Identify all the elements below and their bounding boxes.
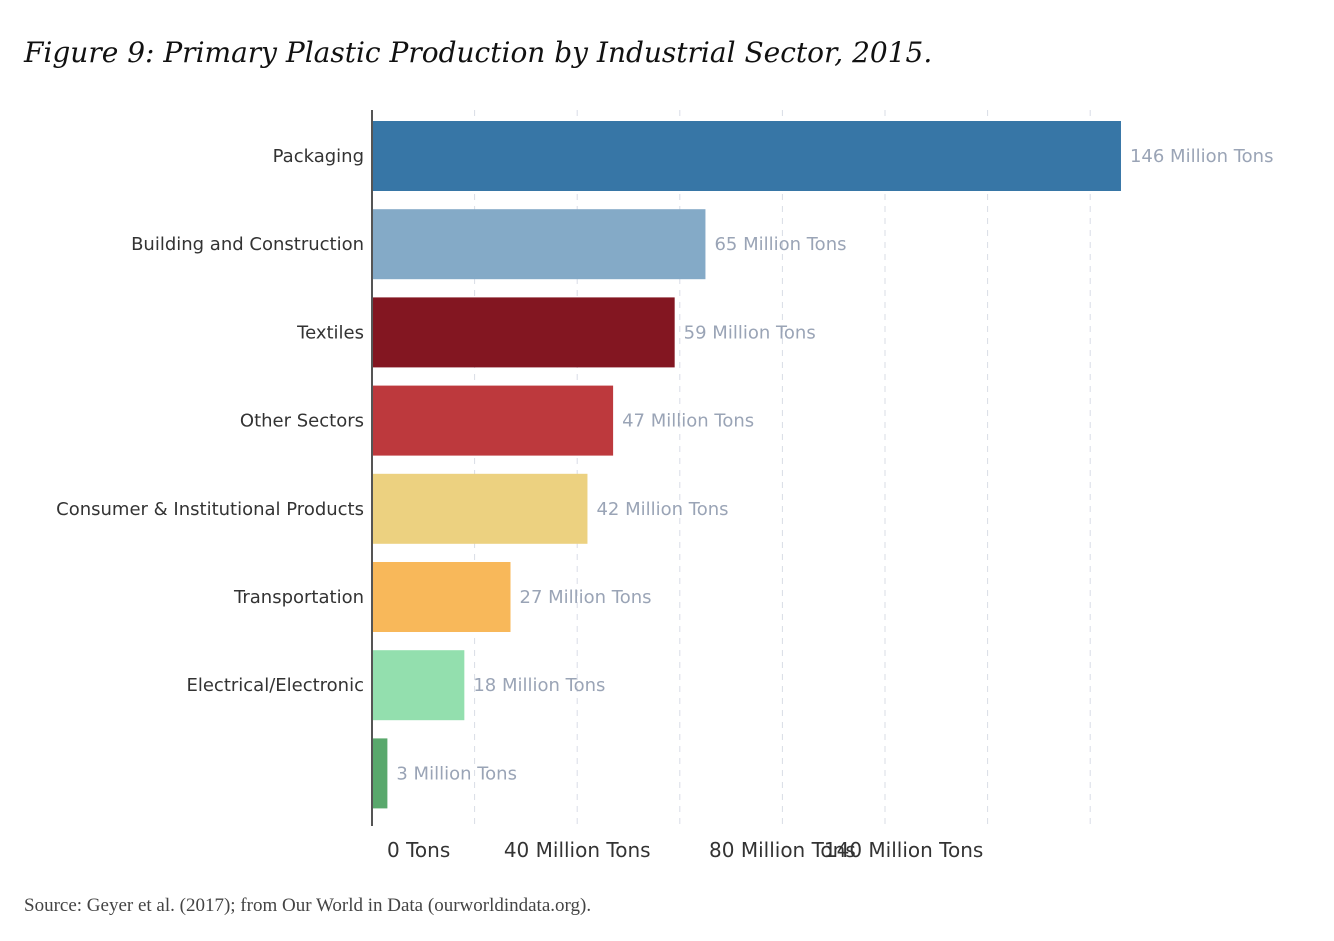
value-label: 47 Million Tons	[622, 411, 754, 432]
x-tick-label: 0 Tons	[387, 838, 450, 862]
source-note: Source: Geyer et al. (2017); from Our Wo…	[24, 895, 592, 916]
bar	[372, 650, 465, 721]
chart-title: Figure 9: Primary Plastic Production by …	[24, 36, 933, 69]
bar	[372, 121, 1121, 191]
value-label: 18 Million Tons	[473, 675, 605, 696]
bar	[372, 385, 614, 456]
bar	[372, 297, 675, 368]
category-label: Consumer & Institutional Products	[56, 499, 364, 520]
value-label: 65 Million Tons	[714, 234, 846, 255]
x-tick-label: 40 Million Tons	[504, 838, 651, 862]
value-label: 42 Million Tons	[596, 499, 728, 520]
bar	[372, 209, 706, 280]
value-label: 146 Million Tons	[1130, 146, 1274, 167]
category-label: Other Sectors	[240, 411, 364, 432]
labels: Packaging 146 Million Tons Building and Co…	[56, 146, 1273, 784]
x-tick-label: 140 Million Tons	[824, 838, 983, 862]
category-label: Packaging	[273, 146, 364, 167]
bars	[372, 121, 1121, 809]
category-label: Transportation	[233, 587, 364, 608]
bar	[372, 562, 511, 632]
value-label: 3 Million Tons	[396, 763, 517, 784]
bar	[372, 473, 588, 544]
category-label: Textiles	[296, 322, 364, 343]
bar	[372, 738, 388, 809]
category-label: Building and Construction	[131, 234, 364, 255]
category-label: Electrical/Electronic	[186, 675, 364, 696]
x-axis-ticks: 0 Tons 40 Million Tons 80 Million Tons140 …	[387, 838, 983, 862]
x-tick-label: 80 Million Tons	[709, 838, 856, 862]
value-label: 27 Million Tons	[520, 587, 652, 608]
value-label: 59 Million Tons	[684, 322, 816, 343]
